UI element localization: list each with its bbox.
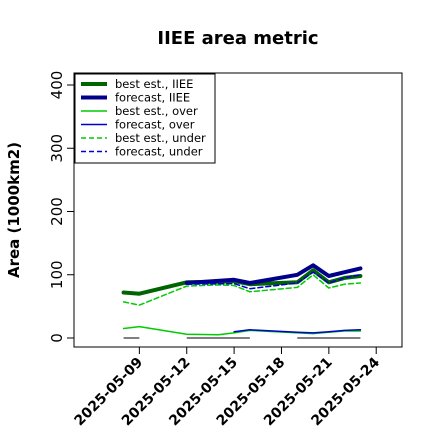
legend-label-forecast-iiee: forecast, IIEE [115,91,190,105]
legend-label-forecast-over: forecast, over [115,118,195,132]
series-line-forecast-iiee [184,263,363,285]
chart-title: IIEE area metric [157,28,318,49]
y-tick-label-0: 0 [48,333,66,343]
series-line-forecast-over [233,329,362,334]
legend-label-best-est-over: best est., over [115,104,198,118]
y-axis-label: Area (1000km2) [5,142,23,278]
series-layer [121,263,363,336]
legend-label-forecast-under: forecast, under [115,145,203,159]
legend-box [74,73,216,164]
series-line-best-est-under [122,274,362,306]
y-tick-label-100: 100 [48,260,66,289]
legend-label-best-est-iiee: best est., IIEE [115,77,193,91]
x-axis: 2025-05-092025-05-122025-05-152025-05-18… [72,347,383,429]
series-line-forecast-under [185,271,362,290]
y-tick-label-200: 200 [48,197,66,226]
y-tick-label-300: 300 [48,134,66,163]
legend-label-best-est-under: best est., under [115,131,206,145]
plot-frame [73,72,403,348]
y-tick-label-400: 400 [48,71,66,100]
y-axis: 0 100 200 300 400 [48,71,74,343]
